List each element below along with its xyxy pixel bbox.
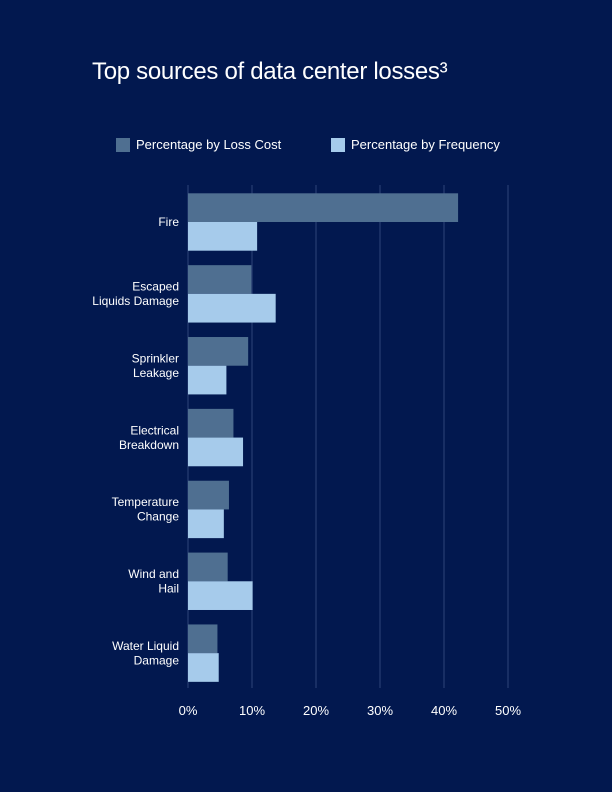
legend-item-loss-cost: Percentage by Loss Cost bbox=[116, 137, 281, 152]
x-tick-label: 20% bbox=[303, 703, 329, 718]
legend-label-loss-cost: Percentage by Loss Cost bbox=[136, 137, 282, 152]
x-tick-label: 50% bbox=[495, 703, 521, 718]
category-label: Leakage bbox=[133, 366, 179, 380]
category-label: Escaped bbox=[132, 280, 179, 294]
category-label: Damage bbox=[134, 653, 180, 667]
category-label: Fire bbox=[158, 215, 179, 229]
chart-title: Top sources of data center losses³ bbox=[92, 58, 448, 85]
bar-loss-cost bbox=[188, 193, 459, 222]
x-tick-label: 10% bbox=[239, 703, 265, 718]
bar-loss-cost bbox=[188, 480, 229, 510]
legend-swatch-frequency bbox=[331, 137, 345, 152]
x-tick-label: 0% bbox=[179, 703, 198, 718]
bar-frequency bbox=[188, 509, 224, 539]
bar-frequency bbox=[188, 437, 244, 467]
x-tick-label: 30% bbox=[367, 703, 393, 718]
category-label: Wind and bbox=[128, 567, 179, 581]
category-label: Temperature bbox=[112, 495, 180, 509]
bar-loss-cost bbox=[188, 408, 234, 438]
bar-frequency bbox=[188, 365, 227, 395]
bar-loss-cost bbox=[188, 624, 218, 654]
category-label: Sprinkler bbox=[132, 351, 179, 365]
bar-loss-cost bbox=[188, 265, 252, 294]
legend-swatch-loss-cost bbox=[116, 137, 130, 152]
category-label: Breakdown bbox=[119, 438, 179, 452]
category-label: Liquids Damage bbox=[92, 294, 179, 308]
category-label: Hail bbox=[158, 582, 179, 596]
legend-item-frequency: Percentage by Frequency bbox=[331, 137, 500, 152]
bar-frequency bbox=[188, 222, 258, 251]
bar-frequency bbox=[188, 293, 276, 323]
category-label: Electrical bbox=[130, 423, 179, 437]
category-label: Water Liquid bbox=[112, 639, 179, 653]
category-label: Change bbox=[137, 510, 179, 524]
bar-loss-cost bbox=[188, 552, 228, 582]
x-tick-label: 40% bbox=[431, 703, 457, 718]
bar-loss-cost bbox=[188, 337, 249, 366]
bar-frequency bbox=[188, 653, 219, 682]
legend-label-frequency: Percentage by Frequency bbox=[351, 137, 500, 152]
bar-frequency bbox=[188, 581, 253, 610]
